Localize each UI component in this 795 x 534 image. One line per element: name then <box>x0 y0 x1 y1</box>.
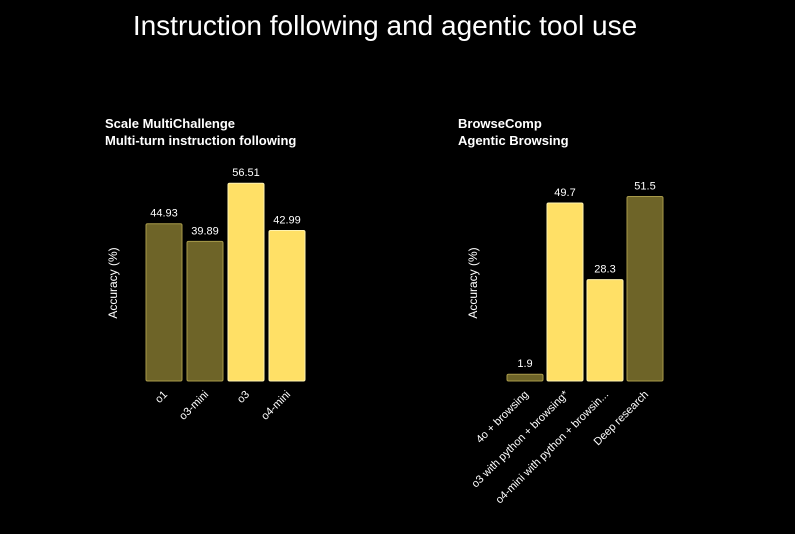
bar-deep-research <box>626 196 664 382</box>
chart-2-subtitle: Agentic Browsing <box>458 133 569 148</box>
chart-1-subtitle: Multi-turn instruction following <box>105 133 297 148</box>
bar-o3 <box>227 182 265 382</box>
chart-2-title-block: BrowseComp Agentic Browsing <box>458 115 569 149</box>
data-label: 28.3 <box>594 264 615 276</box>
data-label: 56.51 <box>232 167 260 179</box>
data-label: 44.93 <box>150 208 178 220</box>
x-tick-label: o3-mini <box>177 389 211 423</box>
chart-scale-multichallenge: Accuracy (%) 44.93 o1 39.89 o3-mini 56.51 o3 42… <box>106 167 306 423</box>
data-label: 49.7 <box>554 187 575 199</box>
chart-1-title-block: Scale MultiChallenge Multi-turn instruct… <box>105 115 296 149</box>
data-label: 51.5 <box>634 181 655 193</box>
bar-o1 <box>145 223 183 382</box>
y-axis-label: Accuracy (%) <box>466 247 480 318</box>
chart-1-title: Scale MultiChallenge <box>105 116 236 131</box>
page-title: Instruction following and agentic tool u… <box>132 10 638 41</box>
bar-4o-browsing <box>506 373 544 382</box>
bar-o3-with-python-browsing <box>546 202 584 382</box>
bar-o4-mini-with-python-browsin <box>586 279 624 382</box>
chart-2-title: BrowseComp <box>458 116 542 131</box>
data-label: 39.89 <box>191 225 219 237</box>
y-axis-label: Accuracy (%) <box>106 247 120 318</box>
x-tick-label: o1 <box>153 389 170 406</box>
bar-o3-mini <box>186 240 224 382</box>
x-tick-label: o4-mini <box>259 389 293 423</box>
data-label: 42.99 <box>273 215 301 227</box>
data-label: 1.9 <box>517 358 532 370</box>
x-tick-label: o3 <box>235 389 252 406</box>
bar-o4-mini <box>268 230 306 382</box>
